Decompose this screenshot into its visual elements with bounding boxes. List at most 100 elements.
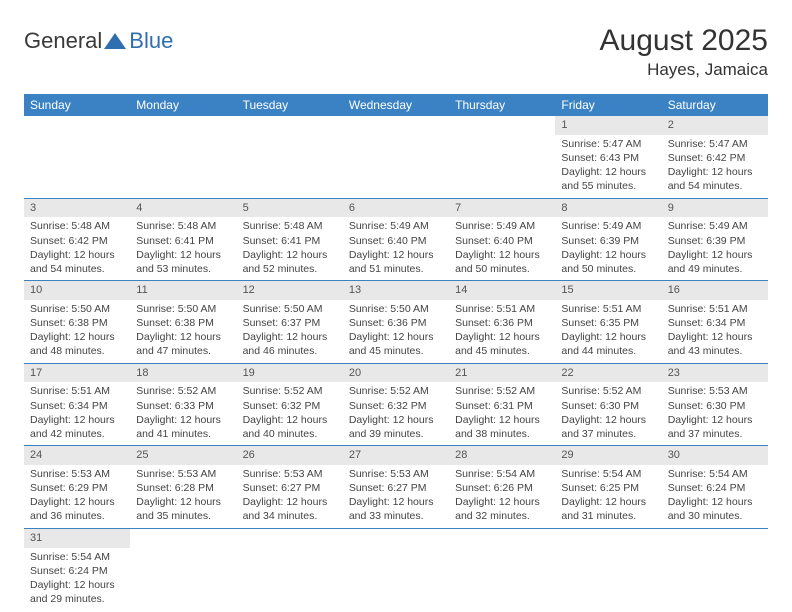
sunrise-text: Sunrise: 5:51 AM	[561, 302, 655, 316]
sunset-text: Sunset: 6:30 PM	[668, 399, 762, 413]
sunset-text: Sunset: 6:24 PM	[668, 481, 762, 495]
daylight-text-2: and 54 minutes.	[668, 179, 762, 193]
sunrise-text: Sunrise: 5:49 AM	[455, 219, 549, 233]
day-content-row: Sunrise: 5:50 AMSunset: 6:38 PMDaylight:…	[24, 300, 768, 363]
sunset-text: Sunset: 6:36 PM	[455, 316, 549, 330]
sunset-text: Sunset: 6:30 PM	[561, 399, 655, 413]
daylight-text-1: Daylight: 12 hours	[30, 330, 124, 344]
title-block: August 2025 Hayes, Jamaica	[600, 24, 768, 80]
sunrise-text: Sunrise: 5:49 AM	[349, 219, 443, 233]
day-content-cell	[555, 548, 661, 611]
sunrise-text: Sunrise: 5:54 AM	[455, 467, 549, 481]
daylight-text-2: and 31 minutes.	[561, 509, 655, 523]
sunrise-text: Sunrise: 5:51 AM	[30, 384, 124, 398]
weekday-header: Friday	[555, 94, 661, 116]
day-content-cell: Sunrise: 5:49 AMSunset: 6:39 PMDaylight:…	[662, 217, 768, 280]
sunrise-text: Sunrise: 5:52 AM	[243, 384, 337, 398]
day-content-cell: Sunrise: 5:47 AMSunset: 6:42 PMDaylight:…	[662, 135, 768, 198]
sunset-text: Sunset: 6:42 PM	[30, 234, 124, 248]
logo: General Blue	[24, 24, 173, 54]
day-content-cell: Sunrise: 5:48 AMSunset: 6:41 PMDaylight:…	[130, 217, 236, 280]
daylight-text-1: Daylight: 12 hours	[668, 248, 762, 262]
daylight-text-2: and 38 minutes.	[455, 427, 549, 441]
logo-text-general: General	[24, 28, 102, 54]
logo-text-blue: Blue	[129, 28, 173, 54]
daylight-text-2: and 47 minutes.	[136, 344, 230, 358]
day-content-cell: Sunrise: 5:53 AMSunset: 6:27 PMDaylight:…	[343, 465, 449, 528]
day-content-cell: Sunrise: 5:52 AMSunset: 6:32 PMDaylight:…	[343, 382, 449, 445]
daylight-text-2: and 43 minutes.	[668, 344, 762, 358]
day-number-row: 12	[24, 116, 768, 135]
day-content-row: Sunrise: 5:53 AMSunset: 6:29 PMDaylight:…	[24, 465, 768, 528]
daylight-text-1: Daylight: 12 hours	[668, 165, 762, 179]
daylight-text-1: Daylight: 12 hours	[136, 330, 230, 344]
sunrise-text: Sunrise: 5:53 AM	[30, 467, 124, 481]
day-number-cell: 17	[24, 363, 130, 382]
day-content-cell: Sunrise: 5:50 AMSunset: 6:38 PMDaylight:…	[130, 300, 236, 363]
weekday-header: Sunday	[24, 94, 130, 116]
calendar-table: Sunday Monday Tuesday Wednesday Thursday…	[24, 94, 768, 610]
sunset-text: Sunset: 6:31 PM	[455, 399, 549, 413]
day-number-cell: 25	[130, 446, 236, 465]
daylight-text-1: Daylight: 12 hours	[455, 495, 549, 509]
day-number-row: 24252627282930	[24, 446, 768, 465]
daylight-text-1: Daylight: 12 hours	[30, 413, 124, 427]
sunrise-text: Sunrise: 5:52 AM	[136, 384, 230, 398]
day-content-cell: Sunrise: 5:48 AMSunset: 6:41 PMDaylight:…	[237, 217, 343, 280]
day-content-cell: Sunrise: 5:53 AMSunset: 6:30 PMDaylight:…	[662, 382, 768, 445]
day-content-row: Sunrise: 5:47 AMSunset: 6:43 PMDaylight:…	[24, 135, 768, 198]
day-number-cell	[449, 116, 555, 135]
sunrise-text: Sunrise: 5:51 AM	[668, 302, 762, 316]
day-number-cell: 12	[237, 281, 343, 300]
sunrise-text: Sunrise: 5:47 AM	[668, 137, 762, 151]
daylight-text-1: Daylight: 12 hours	[455, 330, 549, 344]
day-content-cell: Sunrise: 5:52 AMSunset: 6:30 PMDaylight:…	[555, 382, 661, 445]
sunrise-text: Sunrise: 5:51 AM	[455, 302, 549, 316]
daylight-text-2: and 52 minutes.	[243, 262, 337, 276]
page-header: General Blue August 2025 Hayes, Jamaica	[24, 24, 768, 80]
sunrise-text: Sunrise: 5:52 AM	[349, 384, 443, 398]
day-number-cell: 20	[343, 363, 449, 382]
day-number-cell	[343, 528, 449, 547]
daylight-text-1: Daylight: 12 hours	[668, 413, 762, 427]
sunset-text: Sunset: 6:25 PM	[561, 481, 655, 495]
day-number-cell: 29	[555, 446, 661, 465]
daylight-text-2: and 42 minutes.	[30, 427, 124, 441]
daylight-text-2: and 44 minutes.	[561, 344, 655, 358]
daylight-text-2: and 32 minutes.	[455, 509, 549, 523]
daylight-text-2: and 45 minutes.	[455, 344, 549, 358]
sunrise-text: Sunrise: 5:47 AM	[561, 137, 655, 151]
sunset-text: Sunset: 6:32 PM	[243, 399, 337, 413]
day-content-cell	[237, 135, 343, 198]
day-number-cell	[130, 528, 236, 547]
sunset-text: Sunset: 6:39 PM	[561, 234, 655, 248]
sunrise-text: Sunrise: 5:49 AM	[561, 219, 655, 233]
day-content-cell: Sunrise: 5:54 AMSunset: 6:26 PMDaylight:…	[449, 465, 555, 528]
day-number-cell: 18	[130, 363, 236, 382]
daylight-text-1: Daylight: 12 hours	[668, 330, 762, 344]
sunrise-text: Sunrise: 5:50 AM	[30, 302, 124, 316]
day-content-cell: Sunrise: 5:53 AMSunset: 6:27 PMDaylight:…	[237, 465, 343, 528]
sunrise-text: Sunrise: 5:53 AM	[668, 384, 762, 398]
weekday-header: Wednesday	[343, 94, 449, 116]
weekday-header: Saturday	[662, 94, 768, 116]
sunset-text: Sunset: 6:38 PM	[136, 316, 230, 330]
daylight-text-1: Daylight: 12 hours	[349, 330, 443, 344]
sunset-text: Sunset: 6:40 PM	[455, 234, 549, 248]
daylight-text-2: and 36 minutes.	[30, 509, 124, 523]
weekday-header: Monday	[130, 94, 236, 116]
day-content-cell: Sunrise: 5:53 AMSunset: 6:29 PMDaylight:…	[24, 465, 130, 528]
day-number-cell: 8	[555, 198, 661, 217]
sunrise-text: Sunrise: 5:54 AM	[561, 467, 655, 481]
day-content-cell: Sunrise: 5:49 AMSunset: 6:40 PMDaylight:…	[343, 217, 449, 280]
daylight-text-1: Daylight: 12 hours	[243, 413, 337, 427]
day-number-row: 10111213141516	[24, 281, 768, 300]
sunset-text: Sunset: 6:33 PM	[136, 399, 230, 413]
daylight-text-1: Daylight: 12 hours	[243, 495, 337, 509]
daylight-text-1: Daylight: 12 hours	[349, 248, 443, 262]
daylight-text-1: Daylight: 12 hours	[668, 495, 762, 509]
day-content-cell: Sunrise: 5:51 AMSunset: 6:34 PMDaylight:…	[662, 300, 768, 363]
daylight-text-2: and 40 minutes.	[243, 427, 337, 441]
daylight-text-2: and 29 minutes.	[30, 592, 124, 606]
daylight-text-1: Daylight: 12 hours	[30, 248, 124, 262]
